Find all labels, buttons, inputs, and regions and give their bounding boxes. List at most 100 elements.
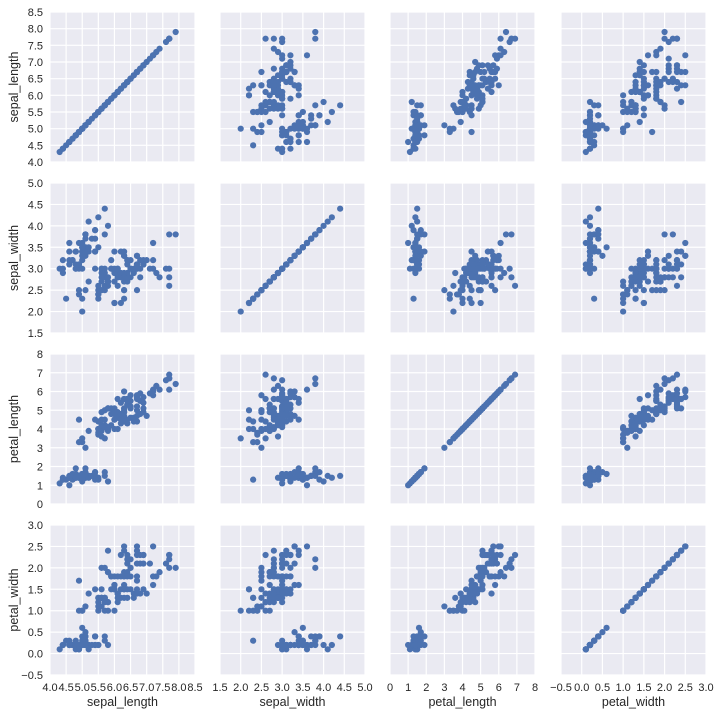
data-point [337,633,344,640]
data-point [657,278,664,285]
data-point [95,214,102,221]
data-point [127,564,134,571]
data-point [156,569,163,576]
data-point [287,564,294,571]
data-point [502,231,510,238]
x-tick-label: 5.0 [357,682,372,694]
data-point [441,287,448,294]
data-point [441,122,448,129]
data-point [312,35,319,42]
data-point [237,435,244,442]
y-tick-label: 4.5 [28,199,43,211]
data-point [124,257,131,264]
data-point [644,392,652,399]
data-point [75,577,83,584]
data-point [258,287,265,294]
data-point [279,68,286,76]
data-point [640,105,647,112]
data-point [595,122,602,129]
y-tick-label: 2 [37,462,43,474]
data-point [66,641,73,649]
data-point [414,205,421,212]
data-point [497,543,504,550]
data-point [150,581,157,589]
data-point [101,205,108,212]
data-point [415,624,423,631]
data-point [673,261,681,268]
data-point [497,239,504,247]
data-point [250,637,257,644]
data-point [484,62,491,69]
data-point [156,45,163,52]
data-point [291,252,298,259]
data-point [308,472,315,479]
x-tick-label: 5.0 [75,682,90,694]
data-point [412,125,419,132]
data-point [124,551,131,559]
data-point [262,607,269,614]
data-point [111,248,118,255]
data-point [127,265,134,272]
data-point [316,227,323,234]
data-point [270,556,277,563]
data-point [620,424,627,431]
data-point [492,581,499,589]
data-point [279,377,286,384]
data-point [98,274,105,281]
data-point [75,239,83,247]
data-point [140,261,147,268]
data-point [586,641,594,649]
data-point [79,257,86,264]
data-point [72,637,79,644]
data-point [121,295,128,302]
data-point [414,235,421,242]
x-tick-label: 8 [532,682,538,694]
data-point [270,547,277,554]
data-point [490,68,497,76]
y-axis-label: sepal_width [7,225,21,291]
data-point [303,646,311,653]
data-point [421,132,428,139]
data-point [270,45,277,52]
y-tick-label: 4.5 [28,140,43,152]
data-point [143,590,150,597]
data-point [446,125,453,132]
data-point [628,282,635,289]
panel-petal_width-vs-petal_width [560,524,707,676]
data-point [459,299,466,307]
data-point [665,68,672,76]
data-point [250,476,257,483]
data-point [245,85,253,92]
data-point [82,444,89,451]
data-point [283,395,290,403]
data-point [468,416,475,423]
data-point [133,586,141,593]
data-point [166,265,173,272]
data-point [320,98,327,106]
x-tick-label: 2.5 [254,682,269,694]
data-point [79,439,86,446]
data-point [669,231,676,238]
data-point [66,474,73,481]
data-point [270,65,277,72]
data-point [279,386,286,393]
data-point [250,594,257,601]
data-point [79,607,86,614]
data-point [299,624,306,631]
data-point [266,98,273,106]
data-point [678,98,685,106]
data-point [111,278,118,285]
data-point [628,108,635,116]
y-tick-label: 5.5 [28,107,43,119]
data-point [133,573,141,580]
data-point [79,295,86,302]
data-point [599,252,606,259]
x-tick-label: 1.5 [212,682,227,694]
data-point [121,586,128,593]
data-point [295,551,302,559]
data-point [653,261,660,268]
data-point [661,265,668,272]
y-tick-label: 3.0 [28,520,43,532]
x-tick-label: 2.0 [233,682,248,694]
data-point [266,278,273,285]
